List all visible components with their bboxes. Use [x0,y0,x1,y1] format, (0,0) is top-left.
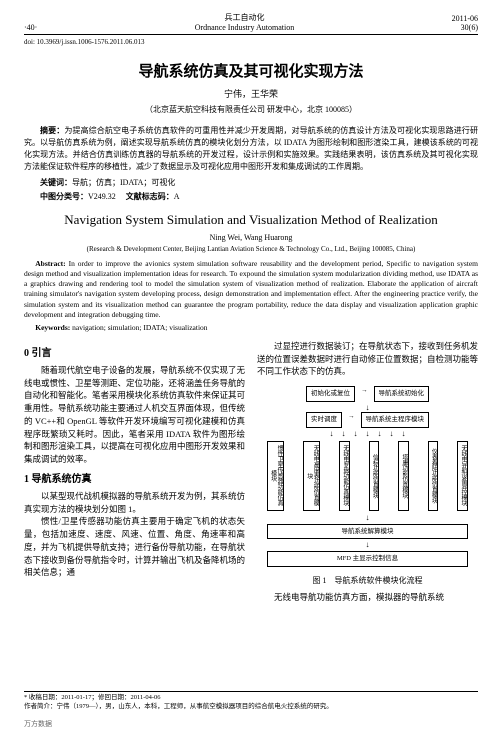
flow-box-main: 导航系统主程序模块 [361,412,430,428]
abstract-cn-label: 摘要： [40,126,64,135]
flow-box-init: 初始化或复位 [306,386,355,402]
keywords-cn-label: 关键词： [40,178,72,187]
issue-vol: 30(6) [452,23,478,32]
right-column: 过显控进行数据装订；在导航状态下，接收到任务机发送的位置误差数据时进行自动修正位… [257,340,478,604]
flow-bus-2: MFD 主显示控制信息 [267,551,468,567]
abstract-en-label: Abstract: [35,259,65,268]
flow-vbox-3: 信标功能仿真模块 [369,441,380,511]
classification-row: 中图分类号：V249.32 文献标志码：A [24,191,478,202]
flow-vbox-2: 无线电罗盘功能仿真模块 [339,441,350,511]
class-label: 中图分类号： [40,192,88,201]
doccode-val: A [174,192,180,201]
issue-block: 2011-06 30(6) [452,14,478,32]
journal-en: Ordnance Industry Automation [37,23,451,32]
sec1-head: 1 导航系统仿真 [24,472,245,487]
abstract-cn-text: 为提高综合航空电子系统仿真软件的可重用性并减少开发周期，对导航系统的仿真设计方法… [24,126,478,171]
doccode-label: 文献标志码： [126,192,174,201]
arrow-right-icon: → [361,386,368,402]
title-en: Navigation System Simulation and Visuali… [24,212,478,228]
flow-vertical-row: 惯性卫星传感器功能仿真模块 无线电高度表功能仿真模块 无线电罗盘功能仿真模块 信… [259,441,476,511]
keywords-cn-text: 导航；仿真；IDATA；可视化 [72,178,175,187]
journal-title-block: 兵工自动化 Ordnance Industry Automation [37,12,451,32]
keywords-en-text: navigation; simulation; IDATA; visualiza… [70,323,207,332]
doi-line: doi: 10.3969/j.issn.1006-1576.2011.06.01… [24,38,478,46]
flow-box-rt: 实时调度 [306,412,342,428]
journal-cn: 兵工自动化 [37,12,451,23]
page-header: ·40· 兵工自动化 Ordnance Industry Automation … [24,12,478,35]
flow-row-1: 初始化或复位 → 导航系统初始化 [259,386,476,402]
footnote-line-1: * 收稿日期：2011-01-17；修回日期：2011-04-06 [24,694,478,702]
flow-box-nav-init: 导航系统初始化 [374,386,430,402]
p0: 随着现代航空电子设备的发展，导航系统不仅实现了无线电或惯性、卫星等测距、定位功能… [24,364,245,466]
arrow-down-icon: ↓ [259,514,476,522]
class-val: V249.32 [88,192,116,201]
authors-en: Ning Wei, Wang Huarong [24,233,478,242]
affil-cn: （北京蓝天航空科技有限责任公司 研发中心，北京 100085） [24,104,478,115]
flow-vbox-4: 塔康功能仿真模块 [398,441,409,511]
keywords-cn: 关键词：导航；仿真；IDATA；可视化 [24,177,478,188]
flow-vbox-0: 惯性卫星传感器功能仿真模块 [267,441,284,511]
figure-1-caption: 图 1 导航系统软件模块化流程 [257,575,478,587]
issue-date: 2011-06 [452,14,478,23]
footnote: * 收稿日期：2011-01-17；修回日期：2011-04-06 作者简介：宁… [24,691,478,711]
sec0-head: 0 引言 [24,346,245,361]
flow-vbox-6: 无线电导航设备显控模块 [457,441,468,511]
p1a: 以某型现代战机模拟器的导航系统开发为例，其系统仿真实现方法的模块划分如图 1。 [24,490,245,516]
authors-cn: 宁伟，王华荣 [24,87,478,100]
arrow-down-icon: ↓ [259,404,476,412]
p1b: 惯性/卫星传感器功能仿真主要用于确定飞机的状态矢量，包括加速度、速度、风速、位置… [24,515,245,579]
p-right-top: 过显控进行数据装订；在导航状态下，接收到任务机发送的位置误差数据时进行自动修正位… [257,340,478,378]
abstract-en: Abstract: In order to improve the avioni… [24,259,478,320]
keywords-en-label: Keywords: [35,323,70,332]
body-columns: 0 引言 随着现代航空电子设备的发展，导航系统不仅实现了无线电或惯性、卫星等测距… [24,340,478,604]
affil-en: (Research & Development Center, Beijing … [24,245,478,253]
footnote-line-2: 作者简介：宁伟（1979—），男，山东人，本科，工程师，从事航空模拟器项目的综合… [24,703,478,711]
flow-vbox-5: 仪表着陆功能仿真模块 [428,441,439,511]
flow-row-2: 实时调度 → 导航系统主程序模块 [259,412,476,428]
title-cn: 导航系统仿真及其可视化实现方法 [24,60,478,81]
flow-vbox-1: 无线电高度表功能仿真模块 [303,441,320,511]
arrow-down-icon: ↓ ↓ ↓ ↓ ↓ ↓ ↓ [259,430,476,438]
abstract-en-text: In order to improve the avionics system … [24,259,478,319]
arrow-down-icon: ↓ [259,541,476,549]
abstract-cn: 摘要：为提高综合航空电子系统仿真软件的可重用性并减少开发周期，对导航系统的仿真设… [24,125,478,173]
arrow-right-icon: → [348,412,355,428]
wanfang-watermark: 万方数据 [24,719,52,729]
flow-bus-1: 导航系统解算模块 [267,524,468,540]
left-column: 0 引言 随着现代航空电子设备的发展，导航系统不仅实现了无线电或惯性、卫星等测距… [24,340,245,604]
p-right-bottom: 无线电导航功能仿真方面，模拟器的导航系统 [257,591,478,604]
figure-1-flowchart: 初始化或复位 → 导航系统初始化 ↓ 实时调度 → 导航系统主程序模块 ↓ ↓ … [257,384,478,571]
page-number-left: ·40· [24,23,37,32]
keywords-en: Keywords: navigation; simulation; IDATA;… [24,323,478,332]
